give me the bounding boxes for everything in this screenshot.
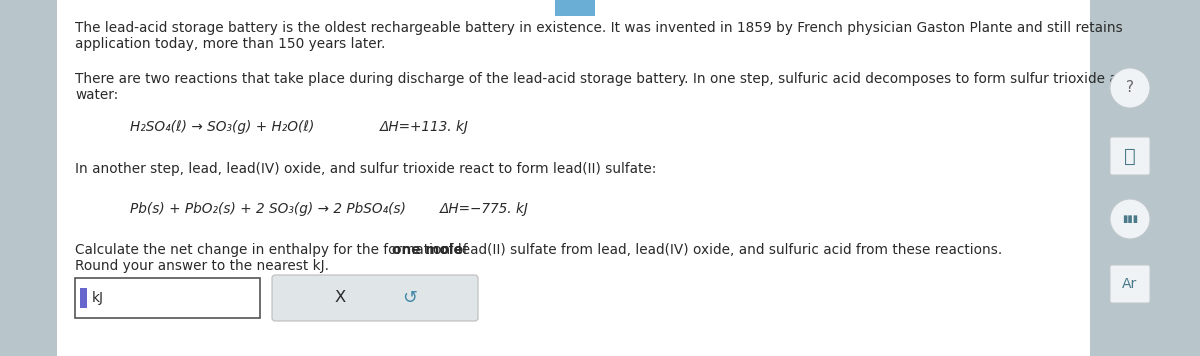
Text: H₂SO₄(ℓ) → SO₃(g) + H₂O(ℓ): H₂SO₄(ℓ) → SO₃(g) + H₂O(ℓ) xyxy=(130,120,314,134)
FancyBboxPatch shape xyxy=(0,0,58,356)
Text: The lead-acid storage battery is the oldest rechargeable battery in existence. I: The lead-acid storage battery is the old… xyxy=(74,21,1123,35)
Text: X: X xyxy=(335,290,346,305)
Text: There are two reactions that take place during discharge of the lead-acid storag: There are two reactions that take place … xyxy=(74,72,1135,86)
Text: Pb(s) + PbO₂(s) + 2 SO₃(g) → 2 PbSO₄(s): Pb(s) + PbO₂(s) + 2 SO₃(g) → 2 PbSO₄(s) xyxy=(130,202,406,216)
FancyBboxPatch shape xyxy=(1110,265,1150,303)
FancyBboxPatch shape xyxy=(80,288,88,308)
Text: of lead(II) sulfate from lead, lead(IV) oxide, and sulfuric acid from these reac: of lead(II) sulfate from lead, lead(IV) … xyxy=(437,244,1002,257)
Text: ▮▮▮: ▮▮▮ xyxy=(1122,214,1138,224)
Text: Ar: Ar xyxy=(1122,277,1138,291)
FancyBboxPatch shape xyxy=(74,278,260,318)
FancyBboxPatch shape xyxy=(272,275,478,321)
Text: Calculate the net change in enthalpy for the formation of: Calculate the net change in enthalpy for… xyxy=(74,244,472,257)
Text: kJ: kJ xyxy=(92,291,104,305)
Text: one mole: one mole xyxy=(391,244,462,257)
Text: ?: ? xyxy=(1126,80,1134,95)
Text: ⌹: ⌹ xyxy=(1124,147,1136,166)
Text: ΔH=+113. kJ: ΔH=+113. kJ xyxy=(380,120,469,134)
Circle shape xyxy=(1110,68,1150,108)
Text: application today, more than 150 years later.: application today, more than 150 years l… xyxy=(74,37,385,51)
Text: water:: water: xyxy=(74,88,119,102)
Text: Round your answer to the nearest kJ.: Round your answer to the nearest kJ. xyxy=(74,260,329,273)
FancyBboxPatch shape xyxy=(1110,137,1150,175)
FancyBboxPatch shape xyxy=(58,0,1090,356)
Text: In another step, lead, lead(IV) oxide, and sulfur trioxide react to form lead(II: In another step, lead, lead(IV) oxide, a… xyxy=(74,162,656,176)
FancyBboxPatch shape xyxy=(1090,0,1200,356)
Text: ΔH=−775. kJ: ΔH=−775. kJ xyxy=(440,202,529,216)
Circle shape xyxy=(1110,199,1150,239)
Text: ↺: ↺ xyxy=(402,289,418,307)
FancyBboxPatch shape xyxy=(554,0,595,16)
